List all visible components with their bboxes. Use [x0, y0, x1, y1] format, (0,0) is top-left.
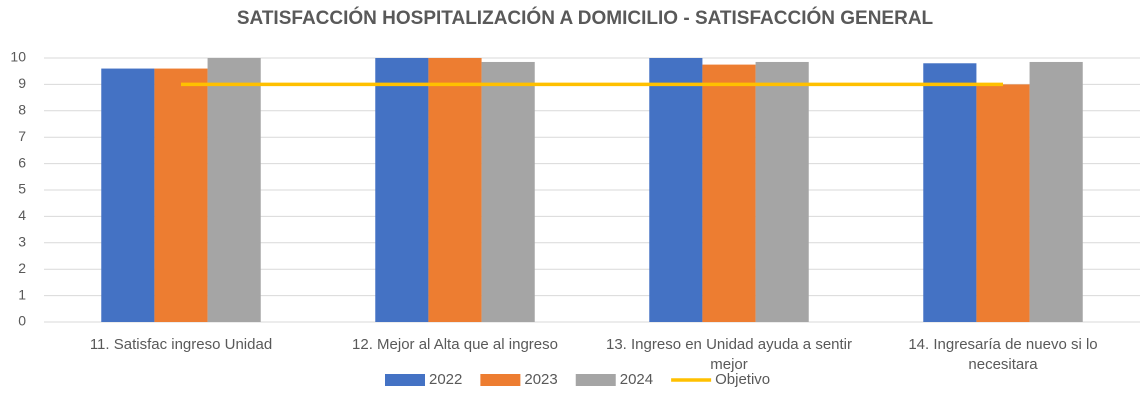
- bar: [649, 58, 703, 322]
- bar: [1029, 61, 1083, 323]
- legend-swatch: [480, 374, 521, 386]
- bar: [207, 58, 261, 322]
- y-tick-label: 8: [18, 102, 26, 118]
- y-tick-label: 2: [18, 260, 26, 276]
- bar: [428, 58, 482, 322]
- y-tick-label: 1: [18, 286, 26, 302]
- legend-label: Objetivo: [715, 371, 770, 388]
- chart-title: SATISFACCIÓN HOSPITALIZACIÓN A DOMICILIO…: [237, 7, 934, 29]
- x-tick-label: 14. Ingresaría de nuevo si lo necesitara: [908, 336, 1098, 373]
- bar: [375, 58, 429, 322]
- y-tick-label: 0: [18, 313, 26, 329]
- y-tick-label: 3: [18, 234, 26, 250]
- y-tick-label: 7: [18, 128, 26, 144]
- bar: [101, 68, 155, 322]
- bar: [154, 68, 208, 322]
- bar: [702, 64, 756, 322]
- y-tick-label: 5: [18, 181, 26, 197]
- bar: [755, 61, 809, 323]
- y-tick-label: 6: [18, 154, 26, 170]
- y-tick-label: 10: [10, 49, 26, 65]
- legend-swatch: [385, 374, 425, 386]
- legend-label: 2022: [429, 371, 462, 388]
- y-tick-label: 4: [18, 207, 26, 223]
- y-tick-label: 9: [18, 75, 26, 91]
- bar: [976, 84, 1030, 323]
- legend-label: 2024: [620, 371, 653, 388]
- bar: [923, 63, 977, 322]
- x-tick-label: 11. Satisfac ingreso Unidad: [89, 336, 273, 353]
- x-tick-label: 12. Mejor al Alta que al ingreso: [352, 336, 558, 353]
- x-tick-label: 13. Ingreso en Unidad ayuda a sentir mej…: [606, 336, 852, 373]
- legend-swatch: [575, 374, 616, 386]
- bar: [481, 61, 535, 323]
- legend-label: 2023: [524, 371, 557, 388]
